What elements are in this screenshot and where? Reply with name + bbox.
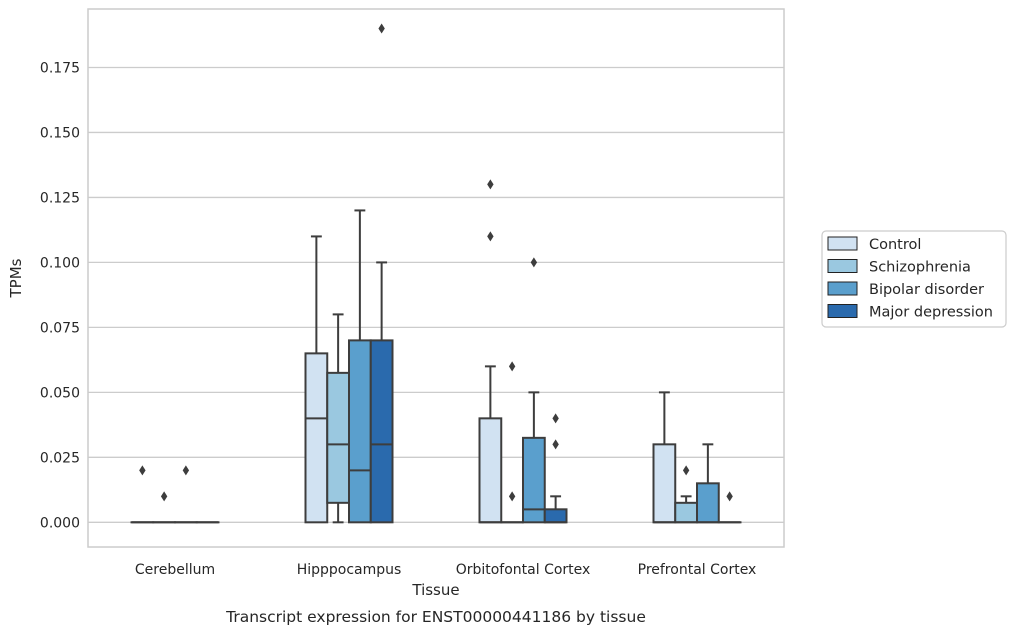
box xyxy=(674,501,698,524)
box xyxy=(348,339,372,524)
box-group xyxy=(500,361,524,524)
box-plot-marks xyxy=(130,23,742,524)
box-group xyxy=(543,413,568,524)
box-group xyxy=(478,179,503,524)
box xyxy=(543,508,568,524)
chart-caption: Transcript expression for ENST0000044118… xyxy=(225,608,646,626)
y-axis-label: TPMs xyxy=(7,258,25,298)
box-group xyxy=(652,391,677,524)
outlier-point xyxy=(139,465,146,476)
outlier-point xyxy=(552,413,559,424)
y-tick-label: 0.125 xyxy=(40,190,80,206)
y-tick-label: 0.075 xyxy=(40,320,80,336)
outlier-point xyxy=(530,257,538,268)
outlier-point xyxy=(487,179,494,190)
box-group xyxy=(674,465,698,524)
legend-entry: Major depression xyxy=(869,305,993,321)
legend-swatch xyxy=(827,259,858,273)
outlier-point xyxy=(552,439,559,450)
box-group xyxy=(717,491,742,524)
legend-entry: Control xyxy=(869,237,921,253)
outlier-point xyxy=(682,465,690,476)
outlier-point xyxy=(182,465,190,476)
outlier-point xyxy=(508,361,516,372)
legend-entry: Bipolar disorder xyxy=(869,282,984,298)
x-tick-labels: Cerebellum Hipppocampus Orbitofontal Corte… xyxy=(135,562,756,578)
y-tick-label: 0.175 xyxy=(40,60,80,76)
x-axis-label: Tissue xyxy=(411,581,459,599)
y-tick-label: 0.025 xyxy=(40,450,80,466)
legend-frame xyxy=(821,230,1007,328)
box-group xyxy=(696,443,720,524)
outlier-point xyxy=(508,491,516,502)
y-tick-label: 0.150 xyxy=(40,125,80,141)
x-tick-label: Prefrontal Cortex xyxy=(638,562,757,578)
plot-frame xyxy=(87,8,785,548)
box xyxy=(652,443,677,524)
legend-swatch xyxy=(827,281,858,296)
legend-swatch xyxy=(827,304,858,318)
outlier-point xyxy=(160,491,168,502)
legend-swatch xyxy=(827,236,858,251)
box xyxy=(326,371,350,504)
outlier-point xyxy=(726,491,733,502)
x-tick-label: Orbitofontal Cortex xyxy=(456,562,591,578)
x-tick-label: Hipppocampus xyxy=(297,562,402,578)
outlier-point xyxy=(378,23,385,34)
box-group xyxy=(348,209,372,524)
legend-entry: Schizophrenia xyxy=(869,260,971,276)
x-tick-label: Cerebellum xyxy=(135,562,215,578)
legend: Control Schizophrenia Bipolar disorder Majo… xyxy=(821,230,1007,328)
y-tick-label: 0.100 xyxy=(40,255,80,271)
box-group xyxy=(369,23,394,524)
box-group xyxy=(522,257,546,524)
y-tick-label: 0.050 xyxy=(40,385,80,401)
outlier-point xyxy=(487,231,494,242)
box xyxy=(522,436,546,524)
box xyxy=(304,352,329,524)
y-tick-label: 0.000 xyxy=(40,515,80,531)
box xyxy=(369,339,394,524)
box xyxy=(696,482,720,524)
box xyxy=(478,417,503,524)
y-tick-labels: 0.000 0.025 0.050 0.075 0.100 0.125 0.150 0.175 xyxy=(40,60,80,531)
